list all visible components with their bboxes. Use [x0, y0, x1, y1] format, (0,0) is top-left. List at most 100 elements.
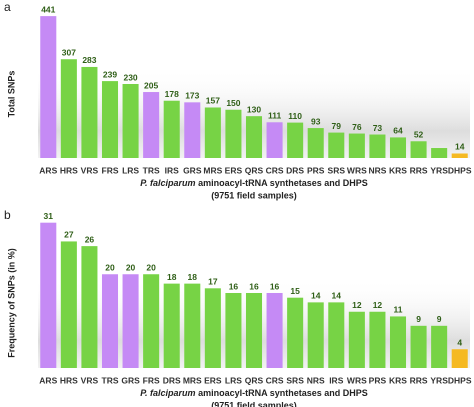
x-tick-label: MRS — [203, 165, 222, 175]
x-tick-label: YRS — [430, 375, 448, 385]
bar — [184, 102, 201, 158]
bar — [184, 283, 201, 368]
value-label: 73 — [373, 123, 383, 133]
value-label: 110 — [288, 111, 302, 121]
x-tick-label: DHPS — [448, 165, 472, 175]
value-label: 20 — [146, 263, 156, 273]
value-label: 178 — [165, 89, 179, 99]
bar — [431, 148, 448, 158]
value-label: 14 — [332, 291, 342, 301]
bar — [163, 100, 180, 158]
value-label: 14 — [311, 291, 321, 301]
bar — [60, 59, 77, 158]
bar — [348, 133, 365, 158]
x-tick-label: WRS — [347, 375, 367, 385]
value-label: 239 — [103, 69, 117, 79]
bar — [451, 153, 468, 158]
x-tick-label: DRS — [286, 165, 304, 175]
bar — [122, 274, 139, 368]
value-label: 16 — [270, 281, 280, 291]
value-label: 15 — [290, 286, 300, 296]
y-axis-label: Total SNPs — [6, 71, 16, 118]
x-axis-label-italic: P. falciparum — [140, 388, 195, 398]
value-label: 20 — [105, 263, 115, 273]
value-label: 307 — [62, 47, 76, 57]
x-tick-label: NRS — [307, 375, 325, 385]
x-tick-label: VRS — [81, 375, 99, 385]
bar — [101, 81, 119, 158]
bar — [328, 132, 345, 158]
x-tick-label: ERS — [225, 165, 243, 175]
x-tick-label: ARS — [39, 375, 57, 385]
x-tick-label: TRS — [143, 165, 160, 175]
bar — [389, 316, 407, 368]
bar — [389, 137, 407, 158]
bar — [245, 293, 263, 368]
x-tick-label: ARS — [39, 165, 57, 175]
value-label: 31 — [44, 211, 54, 221]
x-tick-label: SRS — [286, 375, 304, 385]
bar — [369, 134, 386, 158]
bar — [143, 274, 160, 368]
value-label: 150 — [226, 98, 240, 108]
value-label: 230 — [123, 72, 137, 82]
bar — [204, 288, 221, 368]
bar — [81, 246, 98, 368]
x-tick-label: VRS — [81, 165, 99, 175]
value-label: 27 — [64, 230, 74, 240]
value-label: 17 — [208, 277, 218, 287]
x-tick-label: LRS — [122, 165, 139, 175]
x-tick-label: GRS — [183, 165, 202, 175]
value-label: 111 — [268, 111, 282, 121]
x-tick-label: KRS — [389, 165, 407, 175]
y-axis-label: Frequency of SNPs (in %) — [6, 248, 16, 358]
value-label: 14 — [455, 142, 465, 152]
x-axis-label-italic: P. falciparum — [140, 178, 195, 188]
x-axis-label: P. falciparum aminoacyl-tRNA synthetases… — [140, 388, 368, 398]
x-tick-label: HRS — [60, 375, 78, 385]
x-tick-label: QRS — [245, 375, 264, 385]
bar — [40, 16, 57, 159]
x-tick-label: YRS — [430, 165, 448, 175]
value-label: 283 — [82, 55, 96, 65]
x-tick-label: LRS — [225, 375, 242, 385]
bar — [40, 222, 57, 368]
x-tick-label: PRS — [369, 375, 387, 385]
x-tick-label: FRS — [143, 375, 160, 385]
panel-label: a — [4, 0, 11, 14]
value-label: 76 — [352, 122, 362, 132]
x-axis-sublabel: (9751 field samples) — [211, 400, 297, 407]
value-label: 52 — [414, 130, 424, 140]
value-label: 16 — [249, 281, 259, 291]
x-tick-label: QRS — [245, 165, 264, 175]
value-label: 18 — [167, 272, 177, 282]
value-label: 157 — [206, 96, 220, 106]
x-tick-label: RRS — [410, 375, 428, 385]
x-tick-label: SRS — [328, 165, 346, 175]
bar — [225, 109, 242, 158]
x-axis-label: P. falciparum aminoacyl-tRNA synthetases… — [140, 178, 368, 188]
bar — [287, 122, 304, 158]
x-tick-label: HRS — [60, 165, 78, 175]
x-tick-label: IRS — [165, 165, 180, 175]
value-label: 130 — [247, 104, 261, 114]
x-tick-label: CRS — [266, 375, 284, 385]
bar — [410, 141, 427, 158]
bar — [225, 293, 242, 368]
value-label: 16 — [229, 281, 239, 291]
panel-label: b — [4, 208, 11, 222]
bar — [451, 349, 468, 368]
x-tick-label: WRS — [347, 165, 367, 175]
bar — [307, 302, 324, 368]
x-tick-label: CRS — [266, 165, 284, 175]
bar — [245, 116, 263, 158]
value-label: 205 — [144, 80, 158, 90]
value-label: 4 — [457, 338, 462, 348]
bar — [163, 283, 180, 368]
value-label: 26 — [85, 234, 95, 244]
x-tick-label: MRS — [183, 375, 202, 385]
bar — [266, 122, 283, 158]
x-tick-label: RRS — [410, 165, 428, 175]
value-label: 12 — [352, 300, 362, 310]
x-tick-label: NRS — [368, 165, 386, 175]
